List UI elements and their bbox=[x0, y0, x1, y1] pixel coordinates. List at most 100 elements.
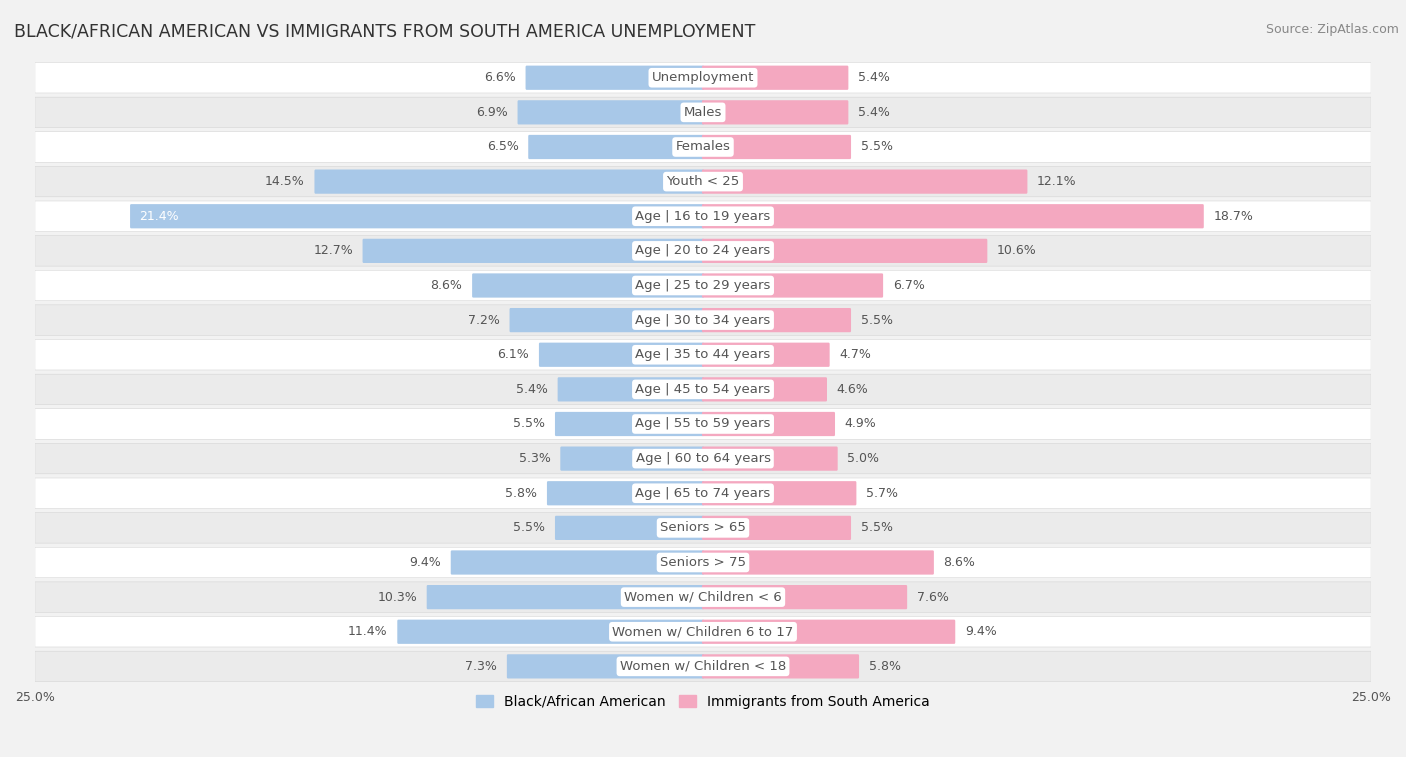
FancyBboxPatch shape bbox=[35, 235, 1371, 266]
Text: 9.4%: 9.4% bbox=[409, 556, 441, 569]
FancyBboxPatch shape bbox=[702, 273, 883, 298]
FancyBboxPatch shape bbox=[702, 412, 835, 436]
Text: Age | 30 to 34 years: Age | 30 to 34 years bbox=[636, 313, 770, 326]
FancyBboxPatch shape bbox=[526, 66, 704, 90]
Text: Women w/ Children 6 to 17: Women w/ Children 6 to 17 bbox=[613, 625, 793, 638]
FancyBboxPatch shape bbox=[702, 100, 848, 124]
Text: 7.3%: 7.3% bbox=[465, 660, 498, 673]
Text: Source: ZipAtlas.com: Source: ZipAtlas.com bbox=[1265, 23, 1399, 36]
FancyBboxPatch shape bbox=[35, 132, 1371, 162]
Text: 5.5%: 5.5% bbox=[860, 522, 893, 534]
Text: 6.5%: 6.5% bbox=[486, 141, 519, 154]
FancyBboxPatch shape bbox=[702, 516, 851, 540]
Text: 8.6%: 8.6% bbox=[943, 556, 976, 569]
Text: 5.0%: 5.0% bbox=[848, 452, 879, 465]
FancyBboxPatch shape bbox=[558, 377, 704, 401]
FancyBboxPatch shape bbox=[35, 547, 1371, 578]
FancyBboxPatch shape bbox=[702, 585, 907, 609]
FancyBboxPatch shape bbox=[702, 481, 856, 506]
FancyBboxPatch shape bbox=[131, 204, 704, 229]
Text: 12.1%: 12.1% bbox=[1038, 175, 1077, 188]
FancyBboxPatch shape bbox=[702, 550, 934, 575]
Text: Seniors > 65: Seniors > 65 bbox=[659, 522, 747, 534]
Text: 5.4%: 5.4% bbox=[516, 383, 548, 396]
Text: 5.5%: 5.5% bbox=[513, 522, 546, 534]
FancyBboxPatch shape bbox=[702, 204, 1204, 229]
Text: 5.4%: 5.4% bbox=[858, 106, 890, 119]
Text: Age | 16 to 19 years: Age | 16 to 19 years bbox=[636, 210, 770, 223]
FancyBboxPatch shape bbox=[35, 374, 1371, 404]
Text: 5.3%: 5.3% bbox=[519, 452, 551, 465]
Text: 7.2%: 7.2% bbox=[468, 313, 501, 326]
FancyBboxPatch shape bbox=[538, 343, 704, 367]
Text: Women w/ Children < 18: Women w/ Children < 18 bbox=[620, 660, 786, 673]
Text: 5.4%: 5.4% bbox=[858, 71, 890, 84]
Text: 6.9%: 6.9% bbox=[477, 106, 508, 119]
Text: 4.7%: 4.7% bbox=[839, 348, 872, 361]
FancyBboxPatch shape bbox=[35, 478, 1371, 509]
Text: Age | 45 to 54 years: Age | 45 to 54 years bbox=[636, 383, 770, 396]
Text: Age | 65 to 74 years: Age | 65 to 74 years bbox=[636, 487, 770, 500]
Text: Females: Females bbox=[675, 141, 731, 154]
FancyBboxPatch shape bbox=[35, 616, 1371, 647]
FancyBboxPatch shape bbox=[35, 167, 1371, 197]
Text: Age | 60 to 64 years: Age | 60 to 64 years bbox=[636, 452, 770, 465]
Text: 5.5%: 5.5% bbox=[513, 418, 546, 431]
FancyBboxPatch shape bbox=[35, 651, 1371, 681]
FancyBboxPatch shape bbox=[35, 63, 1371, 93]
FancyBboxPatch shape bbox=[451, 550, 704, 575]
FancyBboxPatch shape bbox=[35, 444, 1371, 474]
Text: 10.6%: 10.6% bbox=[997, 245, 1036, 257]
FancyBboxPatch shape bbox=[35, 582, 1371, 612]
Text: Unemployment: Unemployment bbox=[652, 71, 754, 84]
Text: Age | 20 to 24 years: Age | 20 to 24 years bbox=[636, 245, 770, 257]
FancyBboxPatch shape bbox=[702, 654, 859, 678]
Text: 5.5%: 5.5% bbox=[860, 313, 893, 326]
FancyBboxPatch shape bbox=[517, 100, 704, 124]
Text: 4.9%: 4.9% bbox=[845, 418, 876, 431]
FancyBboxPatch shape bbox=[35, 339, 1371, 370]
Text: Age | 25 to 29 years: Age | 25 to 29 years bbox=[636, 279, 770, 292]
FancyBboxPatch shape bbox=[702, 66, 848, 90]
Text: 10.3%: 10.3% bbox=[377, 590, 418, 603]
FancyBboxPatch shape bbox=[702, 170, 1028, 194]
Text: 9.4%: 9.4% bbox=[965, 625, 997, 638]
FancyBboxPatch shape bbox=[509, 308, 704, 332]
FancyBboxPatch shape bbox=[561, 447, 704, 471]
Text: 5.8%: 5.8% bbox=[869, 660, 901, 673]
FancyBboxPatch shape bbox=[702, 343, 830, 367]
FancyBboxPatch shape bbox=[555, 516, 704, 540]
Text: Seniors > 75: Seniors > 75 bbox=[659, 556, 747, 569]
Text: 5.8%: 5.8% bbox=[505, 487, 537, 500]
Text: BLACK/AFRICAN AMERICAN VS IMMIGRANTS FROM SOUTH AMERICA UNEMPLOYMENT: BLACK/AFRICAN AMERICAN VS IMMIGRANTS FRO… bbox=[14, 23, 755, 41]
Text: 6.1%: 6.1% bbox=[498, 348, 529, 361]
Text: 8.6%: 8.6% bbox=[430, 279, 463, 292]
FancyBboxPatch shape bbox=[702, 308, 851, 332]
FancyBboxPatch shape bbox=[398, 620, 704, 644]
Text: 12.7%: 12.7% bbox=[314, 245, 353, 257]
FancyBboxPatch shape bbox=[547, 481, 704, 506]
FancyBboxPatch shape bbox=[702, 238, 987, 263]
FancyBboxPatch shape bbox=[702, 447, 838, 471]
Text: 7.6%: 7.6% bbox=[917, 590, 949, 603]
Text: Women w/ Children < 6: Women w/ Children < 6 bbox=[624, 590, 782, 603]
Text: 6.6%: 6.6% bbox=[484, 71, 516, 84]
FancyBboxPatch shape bbox=[363, 238, 704, 263]
FancyBboxPatch shape bbox=[35, 201, 1371, 232]
FancyBboxPatch shape bbox=[529, 135, 704, 159]
FancyBboxPatch shape bbox=[315, 170, 704, 194]
FancyBboxPatch shape bbox=[506, 654, 704, 678]
FancyBboxPatch shape bbox=[35, 512, 1371, 543]
Text: 4.6%: 4.6% bbox=[837, 383, 869, 396]
Text: Males: Males bbox=[683, 106, 723, 119]
FancyBboxPatch shape bbox=[35, 305, 1371, 335]
FancyBboxPatch shape bbox=[555, 412, 704, 436]
Text: 5.5%: 5.5% bbox=[860, 141, 893, 154]
FancyBboxPatch shape bbox=[426, 585, 704, 609]
FancyBboxPatch shape bbox=[702, 135, 851, 159]
Legend: Black/African American, Immigrants from South America: Black/African American, Immigrants from … bbox=[471, 689, 935, 714]
Text: 18.7%: 18.7% bbox=[1213, 210, 1253, 223]
FancyBboxPatch shape bbox=[702, 620, 955, 644]
Text: Age | 55 to 59 years: Age | 55 to 59 years bbox=[636, 418, 770, 431]
Text: Age | 35 to 44 years: Age | 35 to 44 years bbox=[636, 348, 770, 361]
